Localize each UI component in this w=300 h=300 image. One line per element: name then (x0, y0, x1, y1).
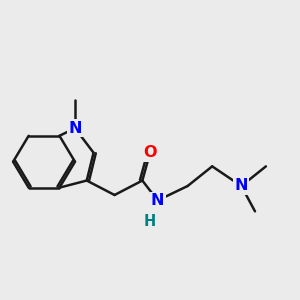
Text: N: N (151, 193, 164, 208)
Text: N: N (235, 178, 248, 194)
Text: H: H (144, 214, 156, 229)
Text: N: N (68, 121, 82, 136)
Text: O: O (143, 145, 157, 160)
